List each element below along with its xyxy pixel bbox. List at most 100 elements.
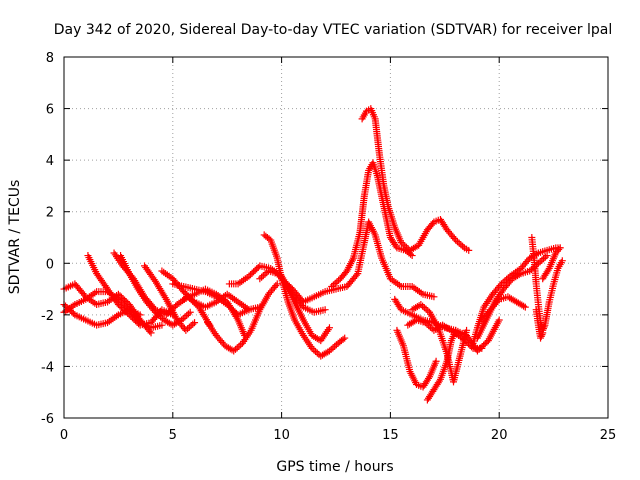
data-point-marker xyxy=(251,266,259,274)
data-point-marker xyxy=(539,329,547,337)
data-point-marker xyxy=(189,296,197,304)
data-point-marker xyxy=(341,334,349,342)
y-axis-ticks: -6 -4 -2 0 2 4 6 8 xyxy=(41,51,608,427)
x-tick-label: 25 xyxy=(600,428,617,443)
data-point-marker xyxy=(537,332,545,340)
data-point-marker xyxy=(247,271,255,279)
data-point-marker xyxy=(181,313,189,321)
data-point-marker xyxy=(538,331,546,339)
data-point-marker xyxy=(464,340,472,348)
y-tick-label: -6 xyxy=(41,412,54,427)
data-point-marker xyxy=(133,318,141,326)
data-point-marker xyxy=(250,268,258,276)
data-point-marker xyxy=(256,275,264,283)
data-point-marker xyxy=(128,314,136,322)
data-point-marker xyxy=(272,282,280,290)
plot-frame xyxy=(63,56,609,419)
data-point-marker xyxy=(453,238,461,246)
series-arc22 xyxy=(423,326,460,404)
data-point-marker xyxy=(540,255,548,263)
y-tick-label: 2 xyxy=(46,206,54,221)
data-point-marker xyxy=(419,302,427,310)
data-point-marker xyxy=(136,311,144,319)
series-arc16 xyxy=(328,159,416,290)
data-point-marker xyxy=(339,335,347,343)
series-arc19 xyxy=(393,326,440,391)
y-tick-label: -2 xyxy=(41,309,54,324)
data-point-marker xyxy=(150,276,158,284)
data-point-marker xyxy=(63,303,71,311)
x-tick-label: 10 xyxy=(273,428,290,443)
data-point-marker xyxy=(352,271,360,279)
data-point-marker xyxy=(66,306,74,314)
data-point-marker xyxy=(478,344,486,352)
data-point-marker xyxy=(558,257,566,265)
data-point-marker xyxy=(495,316,503,324)
data-point-marker xyxy=(150,307,158,315)
data-point-marker xyxy=(408,252,416,260)
data-point-marker xyxy=(164,309,172,317)
data-point-marker xyxy=(538,256,546,264)
data-point-marker xyxy=(119,305,127,313)
data-point-marker xyxy=(235,342,243,350)
series-arc14 xyxy=(256,267,333,345)
data-point-marker xyxy=(278,275,286,283)
data-point-marker xyxy=(521,303,529,311)
data-point-marker xyxy=(231,345,239,353)
data-points xyxy=(60,105,566,404)
data-point-marker xyxy=(185,323,193,331)
data-point-marker xyxy=(555,246,563,254)
data-point-marker xyxy=(494,297,502,305)
data-point-marker xyxy=(254,263,262,271)
data-point-marker xyxy=(189,320,197,328)
data-point-marker xyxy=(184,310,192,318)
data-point-marker xyxy=(329,344,337,352)
series-arc23 xyxy=(469,244,564,347)
data-point-marker xyxy=(259,272,267,280)
data-point-marker xyxy=(258,273,266,281)
data-point-marker xyxy=(457,241,465,249)
data-point-marker xyxy=(187,322,195,330)
data-point-marker xyxy=(127,312,135,320)
data-point-marker xyxy=(481,340,489,348)
data-point-marker xyxy=(435,377,443,385)
data-point-marker xyxy=(430,293,438,301)
data-point-marker xyxy=(131,317,139,325)
series-arc28 xyxy=(539,244,564,283)
series-arc15 xyxy=(278,218,438,306)
data-point-marker xyxy=(279,276,287,284)
y-axis-label: SDTVAR / TECUs xyxy=(7,180,23,295)
data-point-marker xyxy=(125,311,133,319)
data-point-marker xyxy=(325,324,333,332)
data-point-marker xyxy=(248,269,256,277)
data-point-marker xyxy=(450,234,458,242)
data-point-marker xyxy=(116,302,124,310)
data-point-marker xyxy=(186,308,194,316)
data-point-marker xyxy=(463,338,471,346)
data-point-marker xyxy=(544,266,552,274)
data-point-marker xyxy=(158,321,166,329)
data-point-marker xyxy=(191,319,199,327)
data-point-marker xyxy=(281,278,289,286)
data-point-marker xyxy=(468,343,476,351)
data-point-marker xyxy=(312,347,320,355)
data-point-marker xyxy=(284,281,292,289)
data-point-marker xyxy=(321,306,329,314)
x-axis-label: GPS time / hours xyxy=(276,459,393,475)
x-tick-label: 15 xyxy=(382,428,399,443)
data-point-marker xyxy=(331,342,339,350)
data-point-marker xyxy=(245,272,253,280)
data-point-marker xyxy=(455,239,463,247)
series-arc25 xyxy=(478,293,529,324)
data-point-marker xyxy=(422,305,430,313)
data-point-marker xyxy=(65,305,73,313)
data-point-marker xyxy=(333,278,341,286)
data-point-marker xyxy=(122,308,130,316)
x-tick-label: 20 xyxy=(491,428,508,443)
x-tick-label: 0 xyxy=(60,428,68,443)
data-point-marker xyxy=(543,252,551,260)
data-point-marker xyxy=(282,279,290,287)
data-point-marker xyxy=(556,244,564,252)
data-point-marker xyxy=(245,306,253,314)
